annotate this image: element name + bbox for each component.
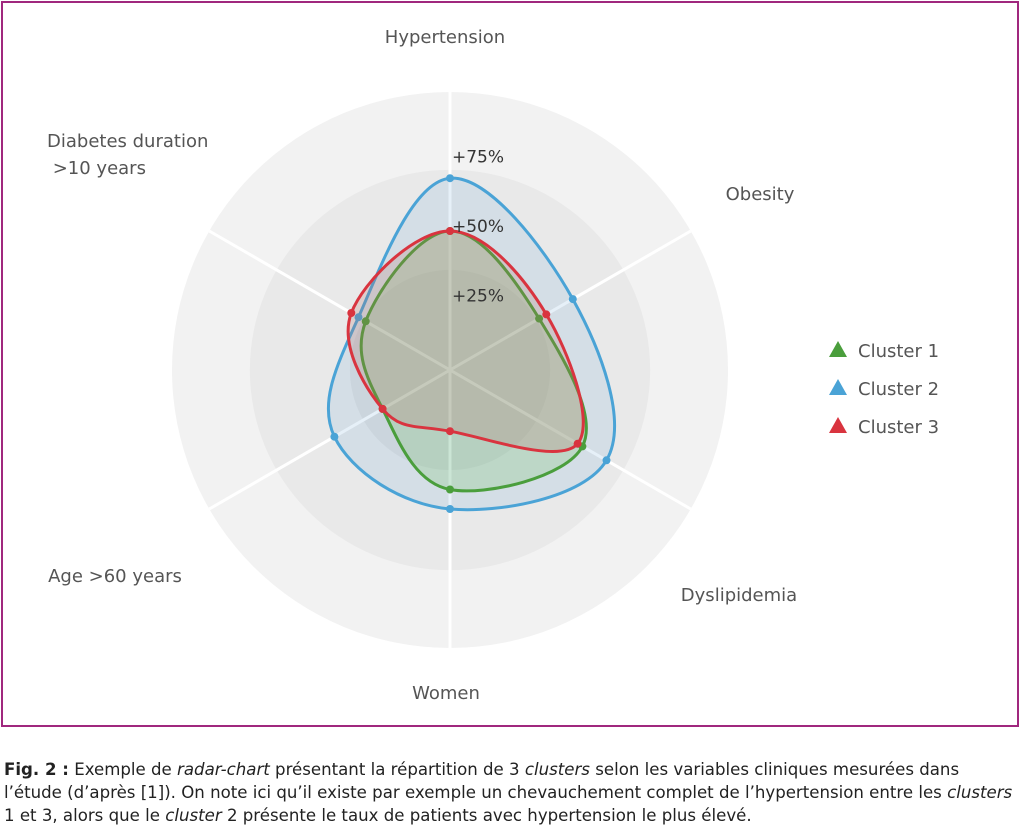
data-point-cluster-3-age-60-years [378, 404, 387, 413]
caption-text-5: 2 présente le taux de patients avec hype… [221, 806, 752, 825]
series-cluster-3 [346, 227, 585, 453]
caption-text-2: présentant la répartition de 3 [269, 760, 525, 779]
data-point-cluster-1-obesity [535, 314, 544, 323]
legend-item-cluster-1: Cluster 1 [829, 341, 939, 362]
data-point-cluster-3-women [446, 427, 454, 436]
caption-italic-1: radar-chart [177, 760, 270, 779]
legend-item-cluster-3: Cluster 3 [829, 417, 939, 438]
caption-italic-2: clusters [524, 760, 590, 779]
caption-italic-3: clusters [947, 783, 1013, 802]
data-point-cluster-2-obesity [568, 295, 577, 304]
data-point-cluster-3-diabetes-duration-10-years [347, 309, 356, 317]
axis-label-obesity: Obesity [726, 184, 795, 205]
caption-text-3: selon les variables cliniques mesurées d… [4, 760, 960, 802]
tick-label-50: +50% [452, 217, 504, 237]
legend-label-cluster-1: Cluster 1 [858, 341, 939, 362]
radar-spoke-diabetes-duration-10-years [208, 229, 451, 372]
data-point-cluster-2-hypertension [446, 174, 454, 183]
legend-triangle-icon [829, 379, 847, 395]
data-point-cluster-3-dyslipidemia [573, 439, 582, 448]
data-point-cluster-3-obesity [542, 310, 551, 319]
data-point-cluster-3-hypertension [446, 227, 454, 235]
legend-triangle-icon [829, 341, 847, 357]
data-point-cluster-1-diabetes-duration-10-years [361, 317, 370, 326]
axis-label-dyslipidemia: Dyslipidemia [681, 585, 797, 606]
data-point-cluster-2-dyslipidemia [602, 456, 611, 465]
series-cluster-2 [326, 174, 616, 513]
legend-item-cluster-2: Cluster 2 [829, 379, 939, 400]
radar-chart: +25% +50% +75% Hypertension Obesity Dyslipid… [47, 27, 939, 704]
axis-label-hypertension: Hypertension [385, 27, 505, 48]
axis-label-age-60-years: Age >60 years [48, 566, 182, 587]
data-point-cluster-2-women [446, 505, 454, 513]
data-point-cluster-2-age-60-years [330, 432, 339, 441]
axis-label-women: Women [412, 683, 480, 704]
axis-label-diabetes-duration-10-years: Diabetes duration >10 years [47, 131, 208, 179]
data-point-cluster-2-diabetes-duration-10-years [354, 313, 363, 322]
figure-caption: Fig. 2 : Exemple de radar-chart présenta… [4, 758, 1020, 827]
tick-label-25: +25% [452, 287, 504, 307]
radar-spoke-age-60-years [208, 368, 451, 511]
legend-triangle-icon [829, 417, 847, 433]
caption-italic-4: cluster [165, 806, 222, 825]
radar-spoke-dyslipidemia [449, 368, 692, 511]
legend-label-cluster-3: Cluster 3 [858, 417, 939, 438]
caption-text-1: Exemple de [68, 760, 178, 779]
caption-text-4: 1 et 3, alors que le [4, 806, 166, 825]
data-point-cluster-1-women [446, 485, 454, 494]
tick-label-75: +75% [452, 148, 504, 168]
caption-figure-label: Fig. 2 : [4, 760, 69, 779]
legend-label-cluster-2: Cluster 2 [858, 379, 939, 400]
